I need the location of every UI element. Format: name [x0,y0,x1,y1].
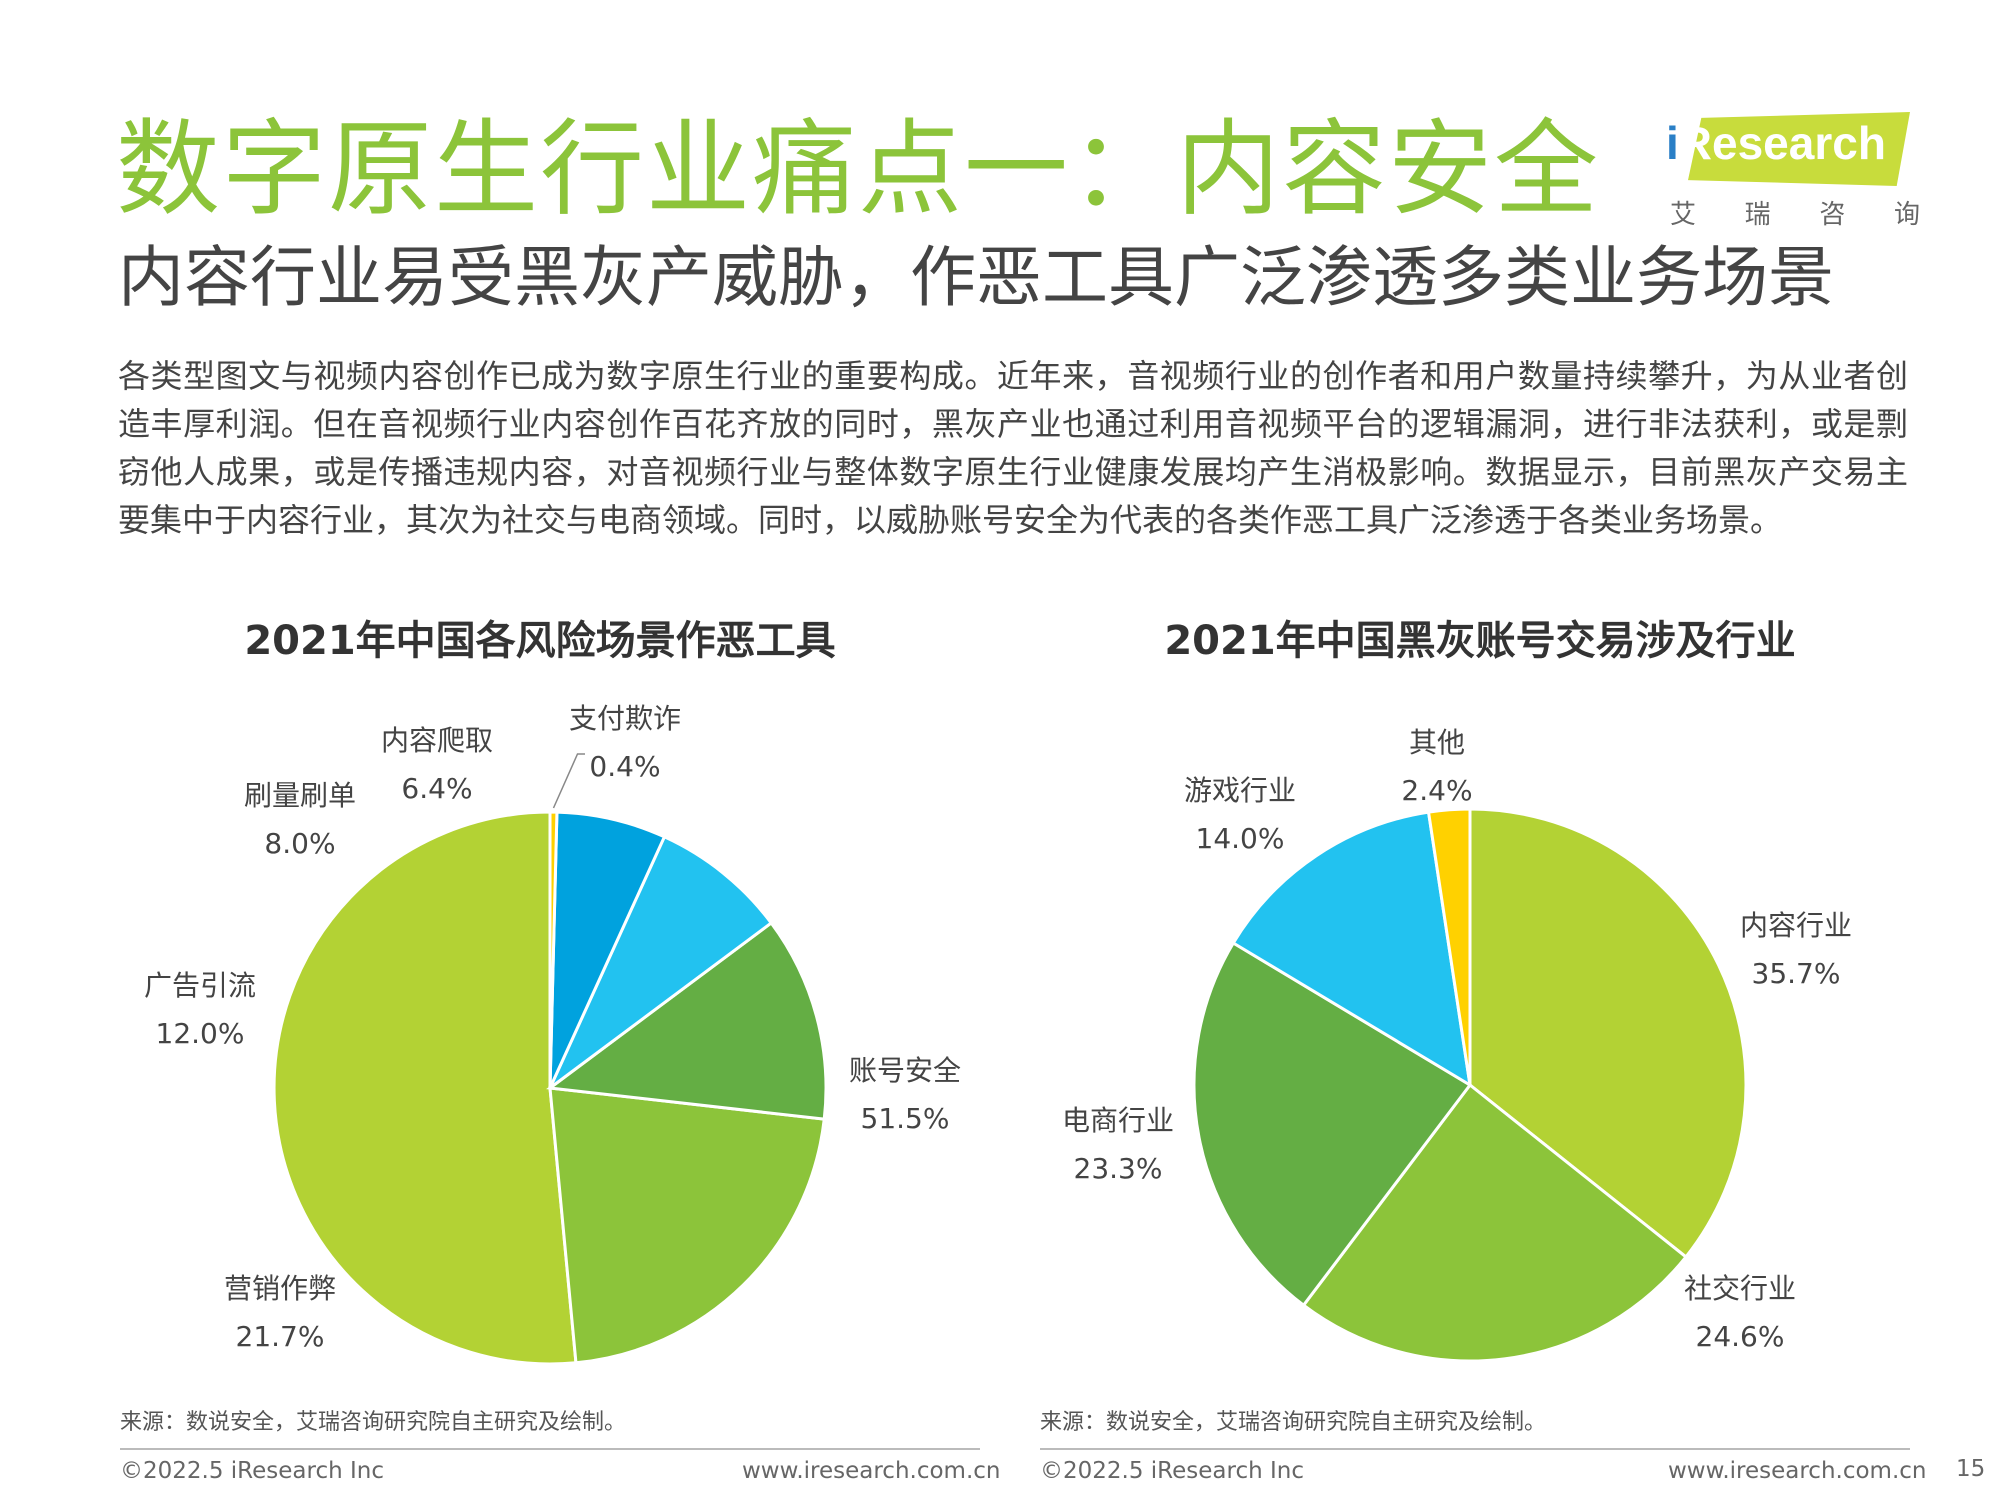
pie-slice-1-4 [1426,807,1472,1086]
pie-slice-0-4 [548,810,667,1089]
slice-value-label: 6.4% [401,772,472,805]
slice-name-label: 其他 [1409,726,1465,759]
slice-value-label: 35.7% [1752,957,1841,990]
source-note-left: 来源：数说安全，艾瑞咨询研究院自主研究及绘制。 [120,1410,627,1435]
body-paragraph: 各类型图文与视频内容创作已成为数字原生行业的重要构成。近年来，音视频行业的创作者… [118,357,1908,539]
pie-slice-0-3 [548,834,774,1090]
page-number: 15 [1956,1456,1986,1482]
chart-title-left: 2021年中国各风险场景作恶工具 [244,618,836,664]
slice-name-label: 营销作弊 [224,1272,336,1305]
slice-name-label: 内容行业 [1740,909,1852,942]
footer-divider-right [1040,1448,1910,1450]
logo-wordmark: iResearch [1666,116,1886,170]
slice-name-label: 账号安全 [849,1054,961,1087]
slice-value-label: 23.3% [1074,1152,1163,1185]
slice-value-label: 2.4% [1401,774,1472,807]
footer-copyright-right: ©2022.5 iResearch Inc [1040,1458,1304,1484]
leader-line [552,753,585,809]
pie-slice-0-5 [548,810,559,1089]
slice-value-label: 8.0% [264,827,335,860]
page-subtitle: 内容行业易受黑灰产威胁，作恶工具广泛渗透多类业务场景 [118,239,1834,316]
pie-chart-1: 内容行业 35.7% 社交行业 24.6% 电商行业 23.3% 游戏行业 14.0% 其他 2.… [1062,726,1852,1363]
logo-research: Research [1678,117,1886,169]
pie-slice-1-0 [1468,807,1748,1259]
slice-name-label: 社交行业 [1684,1272,1796,1305]
logo-band [1688,112,1910,186]
slice-name-label: 内容爬取 [381,724,493,757]
pie-slice-1-1 [1301,1082,1689,1363]
slice-value-label: 21.7% [236,1320,325,1353]
logo-i: i [1666,117,1679,169]
slice-value-label: 51.5% [861,1102,950,1135]
slice-name-label: 刷量刷单 [244,779,356,812]
logo-subtitle: 艾 瑞 咨 询 [1670,194,1920,231]
footer-url-right: www.iresearch.com.cn [1668,1458,1927,1484]
chart-title-right: 2021年中国黑灰账号交易涉及行业 [1164,618,1796,664]
iresearch-logo: iResearch 艾 瑞 咨 询 [1660,106,1920,230]
pie-slice-1-3 [1231,810,1472,1088]
source-note-right: 来源：数说安全，艾瑞咨询研究院自主研究及绘制。 [1040,1410,1547,1435]
pie-slice-0-2 [546,920,828,1121]
logo-sub-char: 咨 [1819,200,1846,230]
logo-sub-char: 瑞 [1744,200,1771,230]
footer-divider-left [120,1448,980,1450]
pie-slice-0-1 [548,1086,826,1365]
pie-slice-1-2 [1192,940,1473,1308]
slice-name-label: 广告引流 [144,969,256,1002]
slice-value-label: 24.6% [1696,1320,1785,1353]
slice-name-label: 电商行业 [1062,1104,1174,1137]
footer-copyright-left: ©2022.5 iResearch Inc [120,1458,384,1484]
pie-slice-0-0 [272,810,578,1366]
footer-url-left: www.iresearch.com.cn [742,1458,1001,1484]
slice-name-label: 游戏行业 [1184,774,1296,807]
slice-name-label: 支付欺诈 [569,702,681,735]
pie-chart-0: 账号安全 51.5% 营销作弊 21.7% 广告引流 12.0% 刷量刷单 8.0% 内容爬取 6… [144,702,961,1366]
logo-sub-char: 询 [1893,200,1920,230]
page-title: 数字原生行业痛点一：内容安全 [116,108,1601,230]
logo-sub-char: 艾 [1670,200,1697,230]
slice-value-label: 14.0% [1196,822,1285,855]
slice-value-label: 12.0% [156,1017,245,1050]
slice-value-label: 0.4% [589,750,660,783]
